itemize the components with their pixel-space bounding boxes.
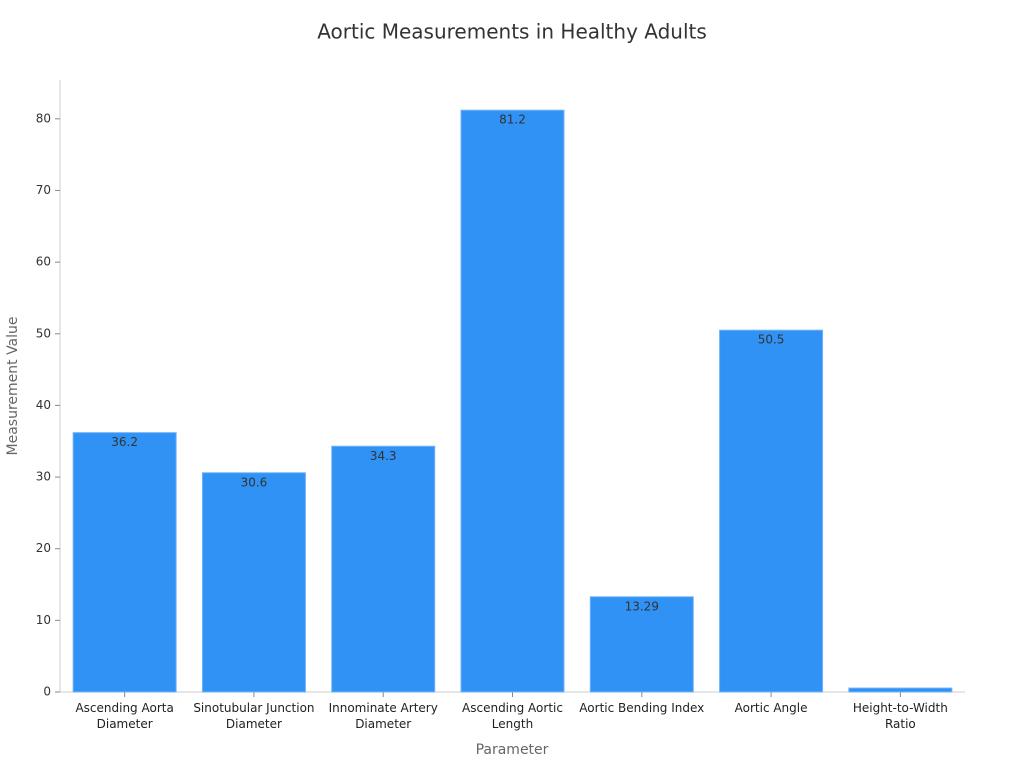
bar bbox=[201, 472, 306, 693]
value-label: 34.3 bbox=[370, 449, 397, 463]
x-tick-label: Sinotubular Junction Diameter bbox=[193, 701, 315, 731]
x-tick-label: Ascending Aortic Length bbox=[462, 701, 563, 731]
y-tick-label: 0 bbox=[43, 685, 51, 699]
chart-title: Aortic Measurements in Healthy Adults bbox=[317, 20, 707, 44]
x-tick-label: Innominate Artery Diameter bbox=[328, 701, 438, 731]
bar bbox=[719, 329, 824, 693]
x-axis-label: Parameter bbox=[476, 742, 549, 758]
value-label: 81.2 bbox=[499, 113, 526, 127]
y-tick-label: 50 bbox=[36, 326, 51, 340]
y-tick-label: 70 bbox=[36, 183, 51, 197]
y-tick-label: 40 bbox=[36, 398, 51, 412]
y-tick-label: 80 bbox=[36, 111, 51, 125]
x-tick-label: Height-to-Width Ratio bbox=[852, 701, 948, 731]
x-tick-label: Ascending Aorta Diameter bbox=[75, 701, 174, 731]
y-axis-label: Measurement Value bbox=[5, 316, 21, 455]
value-label: 36.2 bbox=[111, 435, 138, 449]
value-label: 30.6 bbox=[241, 475, 268, 489]
bar bbox=[331, 445, 436, 693]
y-tick-label: 10 bbox=[36, 613, 51, 627]
x-tick-label: Aortic Angle bbox=[734, 701, 808, 715]
y-tick-label: 30 bbox=[36, 470, 51, 484]
value-label: 13.29 bbox=[625, 599, 659, 613]
bar bbox=[848, 687, 953, 693]
y-tick-label: 60 bbox=[36, 255, 51, 269]
x-tick-label: Aortic Bending Index bbox=[579, 701, 705, 715]
value-label: 50.5 bbox=[758, 333, 785, 347]
bar bbox=[589, 596, 694, 693]
bar bbox=[460, 109, 565, 693]
bar bbox=[72, 432, 177, 693]
y-tick-label: 20 bbox=[36, 541, 51, 555]
